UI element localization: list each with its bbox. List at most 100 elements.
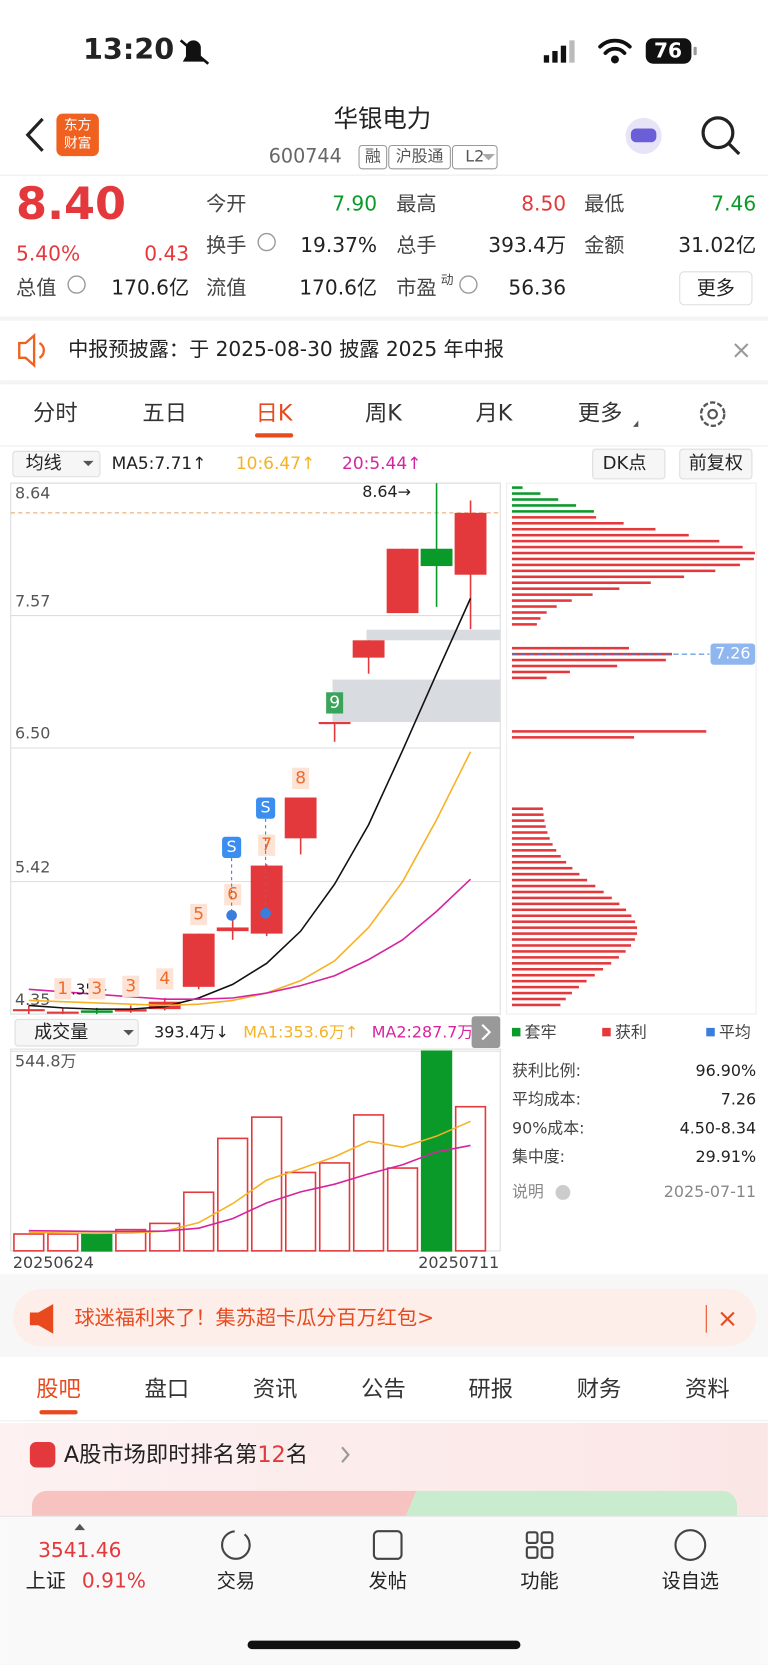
dk-zone <box>332 679 501 723</box>
apps-icon <box>540 1531 554 1544</box>
signal: S <box>227 837 237 856</box>
chip-bar <box>511 926 638 929</box>
y-tick-label: 5.42 <box>15 857 50 876</box>
info-tab[interactable]: 资讯 <box>253 1376 298 1402</box>
candle-body <box>352 640 385 658</box>
chip-bar <box>511 855 561 858</box>
settings-icon[interactable] <box>699 401 726 427</box>
chip-bar <box>511 920 636 923</box>
field-label: 最高 <box>396 191 436 215</box>
signal-bg <box>222 836 242 858</box>
bottom-item[interactable]: 功能 <box>520 1570 558 1593</box>
info-tab[interactable]: 研报 <box>468 1376 513 1402</box>
info-dots[interactable] <box>459 275 478 294</box>
marker: 9 <box>329 693 340 713</box>
chip-bar <box>511 890 604 894</box>
close-notice[interactable] <box>734 343 749 358</box>
marker-bg <box>54 978 72 1000</box>
period-tab[interactable]: 周K <box>365 401 403 427</box>
index-caret <box>74 1523 86 1531</box>
adjust-button[interactable] <box>679 448 753 480</box>
apps-icon <box>540 1546 554 1559</box>
info-icon[interactable] <box>555 1185 571 1200</box>
info-tab[interactable]: 资料 <box>685 1376 730 1402</box>
quote-fields: 今开 7.90 最高 8.50 最低 7.46 换手 19.37% 总手 393.4万 金额 31.0… <box>16 191 756 299</box>
info-tab[interactable]: 盘口 <box>145 1376 190 1402</box>
period-tab[interactable]: 五日 <box>142 401 187 427</box>
ma-select[interactable] <box>12 450 101 478</box>
volume-bar <box>149 1222 181 1252</box>
stat-value: 29.91% <box>696 1147 757 1166</box>
back-button[interactable] <box>25 117 44 152</box>
volume-bar <box>251 1116 283 1252</box>
legend-label: 获利 <box>615 1023 647 1042</box>
info-tab[interactable]: 公告 <box>361 1376 406 1402</box>
chip-bar <box>511 819 545 822</box>
tags: 融沪股通 L2 <box>358 144 498 170</box>
field-value: 8.50 <box>521 191 566 215</box>
field-label: 换手 <box>206 233 246 257</box>
chip-bar <box>511 563 740 567</box>
chip-bar <box>511 575 685 579</box>
index-pct: 0.91% <box>82 1569 146 1593</box>
candle-body <box>386 548 419 614</box>
ma5-legend: MA5:7.71↑ <box>112 454 207 474</box>
volume-bar <box>47 1233 79 1252</box>
next-indicator[interactable] <box>471 1016 501 1049</box>
period-tab[interactable]: 分时 <box>33 401 78 427</box>
chip-date: 2025-07-11 <box>664 1182 756 1201</box>
chip-bar <box>511 878 588 882</box>
period-tab[interactable]: 月K <box>475 401 513 427</box>
field-value: 7.90 <box>332 191 377 215</box>
vol-ma-line <box>28 1120 471 1235</box>
marker-bg <box>224 884 242 906</box>
stat-label: 平均成本: <box>512 1090 581 1109</box>
chip-bar <box>511 831 548 834</box>
avg-badge <box>710 643 756 665</box>
info-dots[interactable] <box>257 232 276 252</box>
candle-body <box>12 1009 45 1012</box>
note: 说明 <box>512 1182 544 1201</box>
chip-bar <box>511 860 567 864</box>
more-button[interactable] <box>679 271 753 306</box>
candle-body <box>454 512 487 575</box>
vote-bar <box>405 1490 738 1517</box>
info-tab[interactable]: 财务 <box>577 1376 622 1402</box>
dropdown-caret[interactable] <box>482 153 495 161</box>
candle-body <box>250 865 283 934</box>
ad-close[interactable] <box>720 1311 735 1326</box>
period-tab[interactable]: 日K <box>256 401 294 427</box>
bottom-item[interactable]: 发帖 <box>369 1570 407 1593</box>
candle-body <box>114 1009 147 1012</box>
speaker-icon <box>18 332 45 368</box>
bottom-item[interactable]: 设自选 <box>662 1570 719 1593</box>
index-value[interactable]: 3541.46 <box>38 1538 121 1562</box>
field-value: 170.6亿 <box>111 275 189 299</box>
vol-ma1-legend: MA1:353.6万↑ <box>243 1023 358 1042</box>
field-label: 总值 <box>16 275 56 299</box>
signal-dot <box>226 910 237 921</box>
bottom-item[interactable]: 交易 <box>217 1570 255 1593</box>
chip-bar <box>511 938 635 941</box>
ad-banner[interactable] <box>12 1289 757 1347</box>
battery <box>645 38 692 64</box>
info-tab[interactable]: 股吧 <box>36 1376 81 1402</box>
change: 0.43 <box>144 241 189 265</box>
trade-icon <box>221 1530 251 1560</box>
volume-bar <box>13 1233 45 1252</box>
period-tab[interactable]: 更多 <box>578 401 623 427</box>
divider <box>0 380 768 385</box>
search-button[interactable] <box>701 116 735 150</box>
indicator-select[interactable] <box>14 1018 139 1047</box>
dk-button[interactable] <box>592 448 666 480</box>
chip-bar <box>511 599 572 602</box>
ranking-icon <box>29 1442 56 1468</box>
info-dots[interactable] <box>67 275 86 294</box>
chip-bar <box>511 1003 561 1007</box>
y-tick-label: 544.8万 <box>15 1051 76 1070</box>
notice: 中报预披露：于 2025-08-30 披露 2025 年中报 <box>68 337 504 361</box>
marker-bg <box>88 978 106 1000</box>
divider <box>0 316 768 321</box>
caret <box>82 460 94 467</box>
